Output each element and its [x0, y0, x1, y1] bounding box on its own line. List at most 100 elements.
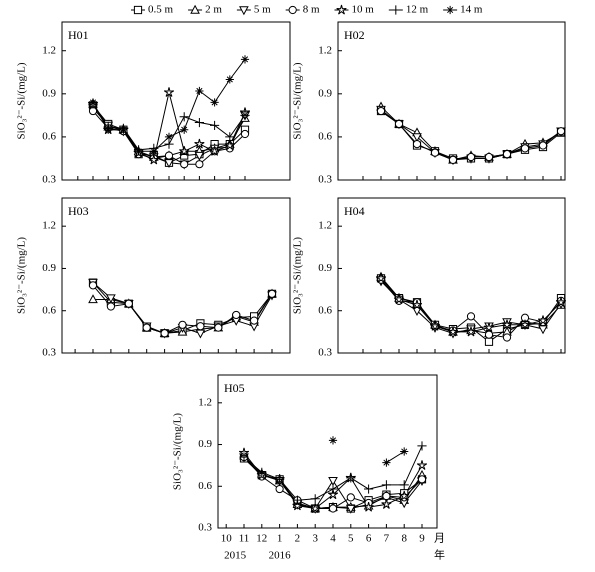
x-tick-label: 12 [256, 533, 267, 545]
marker-triangle-down [328, 477, 338, 486]
y-tick-label: 0.6 [318, 304, 332, 316]
marker-circle [232, 310, 241, 320]
y-tick-label: 1.2 [318, 220, 332, 232]
x-tick-label: 6 [366, 533, 372, 545]
plot-frame [337, 197, 566, 354]
x-tick-label: 11 [239, 533, 250, 545]
marker-plus [399, 480, 409, 490]
marker-asterisk [225, 75, 234, 84]
series-line [92, 103, 246, 158]
marker-star [399, 490, 410, 501]
x-tick-label: 10 [221, 533, 233, 545]
marker-star [292, 500, 303, 511]
marker-asterisk [134, 147, 143, 156]
y-axis-label: SiO₃²⁻-Si/(mg/L) [172, 413, 184, 490]
marker-circle [88, 281, 98, 290]
y-tick-label: 0.3 [42, 347, 56, 359]
marker-circle [240, 129, 250, 139]
y-tick-label: 0.9 [42, 262, 56, 274]
plot-frame [337, 21, 566, 181]
marker-plus [239, 452, 249, 462]
legend-label: 8 m [303, 4, 320, 16]
marker-square [133, 5, 143, 15]
panel-title: H01 [68, 28, 89, 42]
panel-title: H04 [344, 204, 365, 218]
legend-label: 0.5 m [148, 4, 174, 16]
marker-star [336, 4, 347, 15]
marker-star [375, 273, 387, 283]
marker-circle [346, 493, 355, 502]
x-tick-label: 7 [384, 533, 390, 545]
marker-star [447, 326, 459, 337]
y-tick-label: 0.3 [198, 522, 212, 534]
y-tick-label: 0.9 [318, 262, 332, 274]
marker-triangle-down [239, 6, 249, 16]
marker-plus [391, 5, 401, 15]
marker-asterisk [119, 125, 128, 134]
marker-circle [417, 475, 427, 484]
marker-asterisk [446, 5, 455, 15]
marker-star [363, 501, 374, 512]
marker-triangle-down [412, 133, 422, 143]
marker-plus [257, 467, 267, 477]
marker-plus [164, 139, 174, 149]
marker-circle [328, 504, 338, 513]
marker-star [209, 146, 220, 156]
marker-circle [178, 320, 187, 329]
marker-plus [210, 120, 220, 131]
panel-title: H02 [344, 28, 365, 42]
marker-circle [106, 302, 116, 311]
y-tick-label: 0.3 [318, 347, 332, 359]
marker-asterisk [88, 98, 98, 107]
marker-triangle-up [88, 294, 98, 304]
marker-plus [310, 494, 320, 504]
marker-plus [328, 484, 338, 494]
marker-circle [538, 141, 548, 150]
legend-label: 2 m [205, 4, 222, 16]
y-tick-label: 0.3 [42, 174, 56, 186]
marker-circle [430, 148, 440, 157]
marker-star [537, 315, 549, 326]
y-tick-label: 0.3 [318, 174, 332, 186]
marker-circle [520, 144, 530, 153]
marker-circle [267, 289, 277, 298]
plot-frame [217, 374, 438, 529]
y-tick-label: 1.2 [198, 396, 212, 408]
marker-triangle-up [190, 4, 200, 14]
x-tick-label: 1 [277, 533, 283, 545]
x-tick-label: 2 [295, 533, 301, 545]
marker-asterisk [210, 98, 219, 107]
marker-star [327, 489, 339, 500]
marker-plus [240, 110, 250, 120]
y-axis-label: SiO₃²⁻-Si/(mg/L) [16, 237, 28, 314]
marker-plus [275, 474, 285, 484]
marker-asterisk [195, 86, 204, 96]
marker-circle [196, 322, 205, 331]
marker-circle [394, 119, 404, 129]
marker-star [393, 294, 405, 304]
marker-plus [381, 480, 391, 490]
x-tick-label: 3 [312, 533, 318, 545]
marker-circle [484, 330, 494, 339]
marker-asterisk [149, 147, 158, 156]
marker-star [483, 322, 495, 333]
marker-circle [502, 333, 512, 342]
x-tick-label: 4 [330, 533, 336, 545]
marker-circle [180, 160, 189, 169]
y-tick-label: 0.9 [42, 87, 56, 99]
marker-triangle-down [538, 325, 548, 335]
y-tick-label: 0.6 [42, 130, 56, 142]
marker-circle [124, 299, 133, 308]
y-tick-label: 0.6 [318, 130, 332, 142]
marker-circle [142, 323, 151, 332]
marker-circle [466, 312, 476, 321]
x-tick-label: 5 [348, 533, 354, 545]
y-tick-label: 0.6 [198, 480, 212, 492]
marker-asterisk [104, 125, 113, 134]
marker-asterisk [240, 55, 250, 64]
marker-circle [556, 127, 566, 136]
marker-circle [466, 152, 476, 162]
marker-circle [484, 152, 494, 162]
marker-circle [164, 151, 174, 160]
